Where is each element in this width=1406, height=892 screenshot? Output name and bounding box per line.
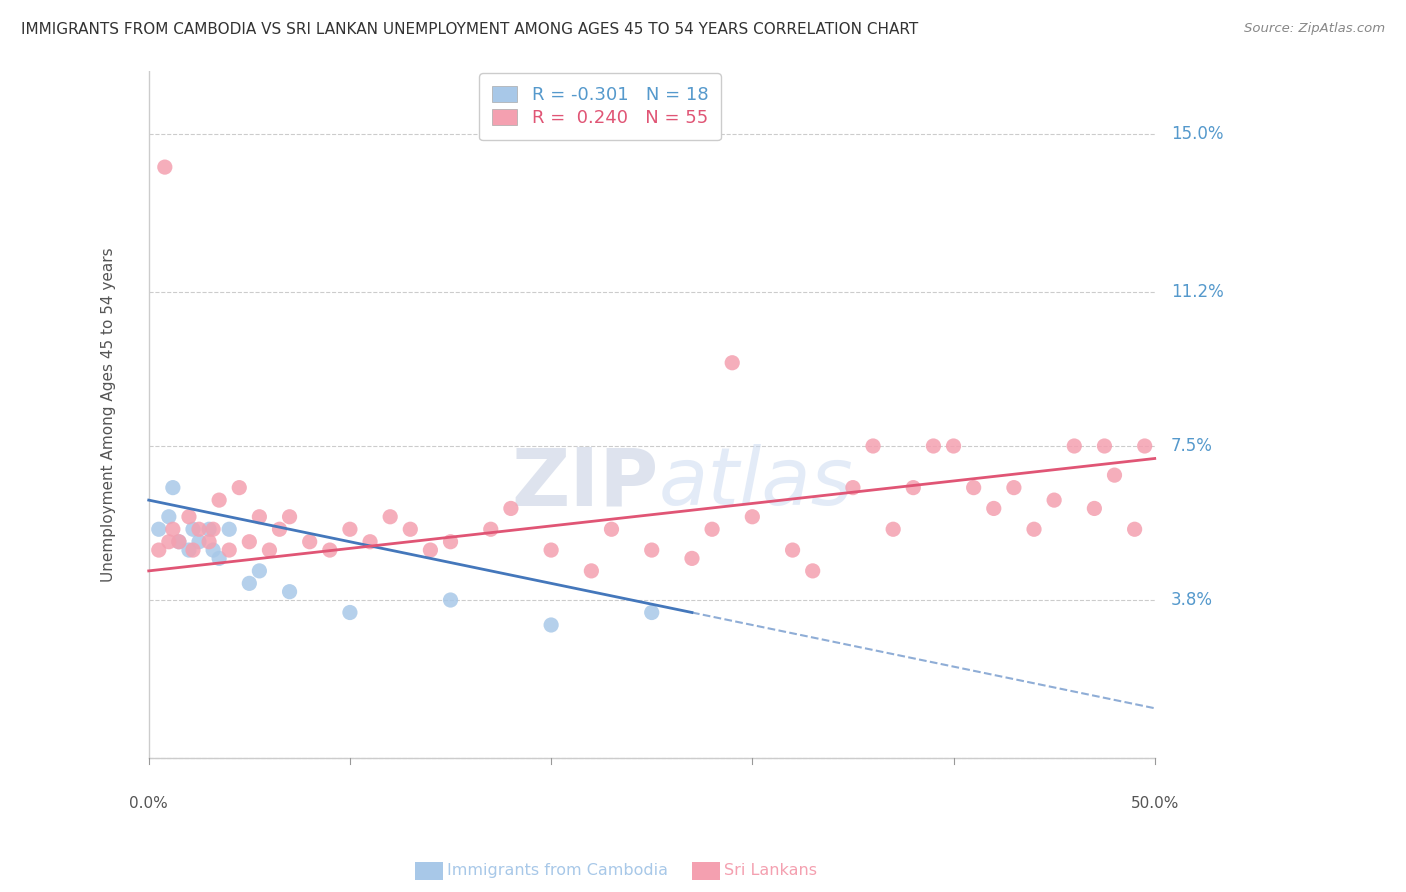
Point [188, 522, 211, 536]
Point [641, 543, 664, 558]
Point [681, 551, 703, 566]
Point [319, 543, 342, 558]
Point [238, 534, 260, 549]
Point [439, 593, 461, 607]
Text: Sri Lankans: Sri Lankans [724, 863, 817, 878]
Point [162, 481, 184, 495]
Point [479, 522, 502, 536]
Point [380, 509, 402, 524]
Point [339, 522, 361, 536]
Point [1063, 439, 1085, 453]
Point [359, 534, 381, 549]
Point [1083, 501, 1105, 516]
Point [247, 509, 270, 524]
Point [963, 481, 986, 495]
Point [1104, 468, 1126, 483]
Point [439, 534, 461, 549]
Point [202, 522, 225, 536]
Point [600, 522, 623, 536]
Point [198, 522, 221, 536]
Text: ZIP: ZIP [512, 444, 658, 523]
Point [208, 551, 231, 566]
Text: 0.0%: 0.0% [129, 796, 169, 811]
Point [399, 522, 422, 536]
Point [238, 576, 260, 591]
Point [1043, 493, 1066, 508]
Point [782, 543, 804, 558]
Point [157, 509, 180, 524]
Point [181, 522, 204, 536]
Point [1133, 439, 1156, 453]
Text: atlas: atlas [658, 444, 853, 523]
Point [862, 439, 884, 453]
Point [177, 543, 200, 558]
Point [922, 439, 945, 453]
Legend: R = -0.301   N = 18, R =  0.240   N = 55: R = -0.301 N = 18, R = 0.240 N = 55 [479, 73, 721, 140]
Text: Unemployment Among Ages 45 to 54 years: Unemployment Among Ages 45 to 54 years [101, 247, 115, 582]
Point [167, 534, 190, 549]
Text: IMMIGRANTS FROM CAMBODIA VS SRI LANKAN UNEMPLOYMENT AMONG AGES 45 TO 54 YEARS CO: IMMIGRANTS FROM CAMBODIA VS SRI LANKAN U… [21, 22, 918, 37]
Point [1022, 522, 1045, 536]
Point [903, 481, 925, 495]
Point [198, 534, 221, 549]
Point [208, 493, 231, 508]
Point [259, 543, 281, 558]
Text: 11.2%: 11.2% [1171, 283, 1223, 301]
Point [1123, 522, 1146, 536]
Point [641, 606, 664, 620]
Point [278, 584, 301, 599]
Text: Immigrants from Cambodia: Immigrants from Cambodia [447, 863, 668, 878]
Point [278, 509, 301, 524]
Point [247, 564, 270, 578]
Point [228, 481, 250, 495]
Text: Source: ZipAtlas.com: Source: ZipAtlas.com [1244, 22, 1385, 36]
Point [1094, 439, 1116, 453]
Point [269, 522, 291, 536]
Point [842, 481, 865, 495]
Text: 50.0%: 50.0% [1130, 796, 1178, 811]
Point [700, 522, 723, 536]
Point [721, 356, 744, 370]
Point [153, 160, 176, 174]
Text: 7.5%: 7.5% [1171, 437, 1213, 455]
Point [181, 543, 204, 558]
Point [419, 543, 441, 558]
Point [499, 501, 522, 516]
Point [148, 522, 170, 536]
Text: 3.8%: 3.8% [1171, 591, 1213, 609]
Point [157, 534, 180, 549]
Text: 15.0%: 15.0% [1171, 125, 1223, 143]
Point [882, 522, 904, 536]
Point [202, 543, 225, 558]
Point [188, 534, 211, 549]
Point [148, 543, 170, 558]
Point [1002, 481, 1025, 495]
Point [177, 509, 200, 524]
Point [540, 618, 562, 632]
Point [162, 522, 184, 536]
Point [218, 543, 240, 558]
Point [983, 501, 1005, 516]
Point [801, 564, 824, 578]
Point [581, 564, 603, 578]
Point [339, 606, 361, 620]
Point [298, 534, 321, 549]
Point [218, 522, 240, 536]
Point [741, 509, 763, 524]
Point [167, 534, 190, 549]
Point [540, 543, 562, 558]
Point [942, 439, 965, 453]
